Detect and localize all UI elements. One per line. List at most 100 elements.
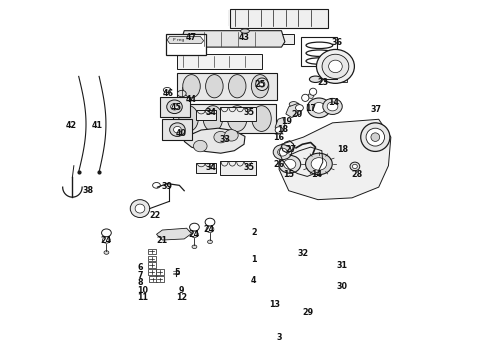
Text: 45: 45	[171, 103, 181, 112]
Ellipse shape	[206, 75, 223, 98]
Text: 10: 10	[137, 285, 148, 294]
Ellipse shape	[204, 35, 212, 43]
Ellipse shape	[206, 226, 214, 233]
Ellipse shape	[215, 35, 223, 43]
Text: 14: 14	[328, 98, 339, 107]
Ellipse shape	[251, 75, 269, 98]
Ellipse shape	[306, 58, 333, 64]
Text: 19: 19	[281, 117, 293, 126]
Ellipse shape	[284, 159, 296, 169]
Text: 34: 34	[205, 108, 217, 117]
Text: 32: 32	[298, 249, 309, 258]
Ellipse shape	[173, 126, 181, 133]
Text: 15: 15	[283, 171, 294, 180]
Text: 39: 39	[162, 182, 172, 191]
Bar	[160, 97, 190, 117]
Polygon shape	[181, 31, 285, 47]
Ellipse shape	[279, 156, 301, 173]
Ellipse shape	[170, 123, 185, 136]
Ellipse shape	[352, 164, 357, 168]
Bar	[230, 9, 328, 28]
Bar	[301, 37, 338, 66]
Ellipse shape	[259, 81, 265, 87]
Text: 46: 46	[163, 89, 174, 98]
Ellipse shape	[191, 231, 198, 238]
Ellipse shape	[306, 50, 333, 57]
Text: 24: 24	[188, 230, 199, 239]
Ellipse shape	[311, 158, 327, 170]
Text: 24: 24	[100, 236, 111, 245]
Ellipse shape	[306, 153, 332, 175]
Ellipse shape	[214, 131, 227, 143]
Ellipse shape	[307, 98, 331, 118]
Polygon shape	[279, 119, 391, 200]
Ellipse shape	[327, 102, 338, 111]
Ellipse shape	[205, 218, 215, 226]
Text: 4: 4	[251, 275, 256, 284]
Ellipse shape	[163, 87, 171, 93]
Text: 25: 25	[254, 80, 265, 89]
Ellipse shape	[183, 75, 200, 98]
Ellipse shape	[241, 29, 249, 33]
Text: 47: 47	[186, 33, 197, 42]
Text: 6: 6	[138, 264, 143, 273]
Text: 40: 40	[175, 129, 186, 138]
Text: 20: 20	[291, 110, 302, 119]
Ellipse shape	[167, 100, 182, 113]
Bar	[179, 33, 294, 44]
Polygon shape	[167, 36, 204, 44]
Ellipse shape	[177, 90, 186, 97]
Ellipse shape	[313, 103, 325, 113]
Text: 43: 43	[239, 33, 249, 42]
Text: 3: 3	[276, 333, 282, 342]
Text: 24: 24	[203, 225, 214, 234]
Ellipse shape	[239, 35, 246, 43]
Ellipse shape	[101, 229, 111, 237]
Ellipse shape	[323, 98, 342, 114]
Text: P reg: P reg	[173, 38, 184, 42]
Text: 13: 13	[269, 300, 280, 309]
Ellipse shape	[289, 102, 298, 107]
Ellipse shape	[277, 148, 287, 156]
Ellipse shape	[250, 35, 258, 43]
Bar	[156, 269, 164, 275]
Bar	[148, 262, 155, 268]
Ellipse shape	[130, 200, 150, 217]
Text: 35: 35	[244, 163, 254, 172]
Ellipse shape	[361, 123, 390, 152]
Text: 12: 12	[176, 293, 187, 302]
Ellipse shape	[208, 240, 213, 244]
Bar	[196, 163, 216, 173]
Text: 28: 28	[351, 171, 363, 180]
Text: 44: 44	[186, 95, 197, 104]
Ellipse shape	[190, 223, 199, 231]
Bar	[166, 33, 206, 55]
Ellipse shape	[295, 105, 303, 111]
Ellipse shape	[227, 35, 235, 43]
Text: 30: 30	[337, 282, 348, 291]
Text: 21: 21	[157, 235, 168, 244]
Ellipse shape	[275, 127, 283, 133]
Text: 1: 1	[251, 255, 256, 264]
Text: 42: 42	[65, 121, 76, 130]
Bar	[148, 269, 155, 275]
Ellipse shape	[192, 245, 197, 249]
Bar	[220, 161, 256, 175]
Text: 35: 35	[244, 108, 254, 117]
Ellipse shape	[135, 204, 145, 213]
Text: 37: 37	[371, 105, 382, 114]
Text: 16: 16	[273, 132, 285, 141]
Bar	[162, 119, 193, 140]
Text: 18: 18	[277, 125, 289, 134]
Text: 9: 9	[179, 285, 185, 294]
Text: 14: 14	[312, 170, 322, 179]
Ellipse shape	[329, 60, 342, 73]
Ellipse shape	[152, 183, 160, 188]
Ellipse shape	[102, 237, 110, 243]
Bar	[173, 104, 276, 133]
Ellipse shape	[262, 35, 270, 43]
Text: 33: 33	[219, 135, 230, 144]
Ellipse shape	[179, 106, 198, 131]
Text: 5: 5	[174, 268, 180, 277]
Bar	[177, 54, 262, 68]
